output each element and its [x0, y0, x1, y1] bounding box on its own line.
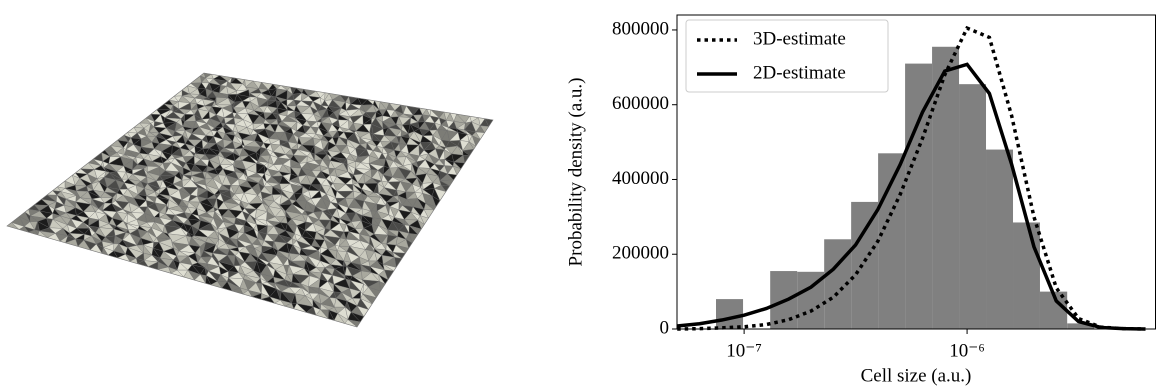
figure: Cell size (a.u.) Probability density (a.… [0, 0, 1156, 387]
x-tick-label: 10⁻⁶ [949, 340, 985, 361]
x-tick-label: 10⁻⁷ [726, 340, 762, 361]
y-tick-label: 0 [660, 317, 670, 338]
y-axis-label: Probability density (a.u.) [565, 78, 586, 267]
x-axis-label: Cell size (a.u.) [861, 365, 972, 386]
y-tick-label: 800000 [612, 18, 669, 39]
y-tick-label: 200000 [612, 243, 669, 264]
tessellation-render [7, 73, 493, 327]
histogram-bar [716, 299, 743, 329]
histogram-bar [1013, 222, 1040, 329]
chart: Cell size (a.u.) Probability density (a.… [565, 15, 1155, 386]
legend-label: 2D-estimate [753, 62, 846, 83]
legend-label: 3D-estimate [753, 28, 846, 49]
histogram-bar [959, 84, 986, 329]
y-tick-label: 600000 [612, 93, 669, 114]
histogram-bar [986, 150, 1013, 329]
histogram-bar [851, 202, 878, 329]
y-tick-label: 400000 [612, 168, 669, 189]
legend: 3D-estimate 2D-estimate [686, 20, 888, 92]
